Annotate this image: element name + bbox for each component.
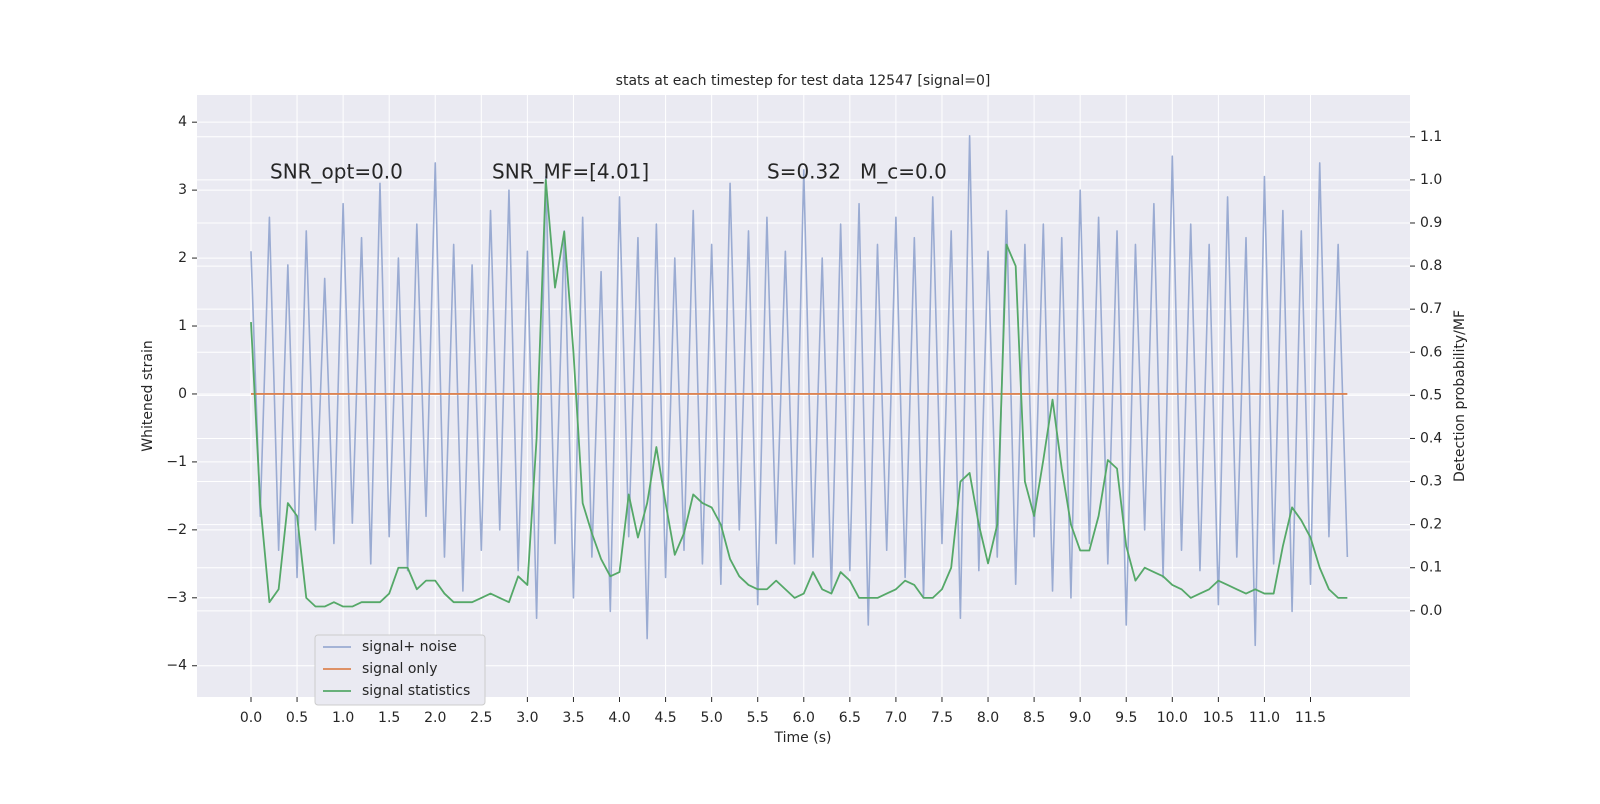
x-tick-label: 5.5: [747, 710, 769, 726]
y-tick-label: 3: [178, 182, 187, 198]
y-axis-label: Whitened strain: [140, 340, 156, 451]
x-tick-label: 11.0: [1249, 710, 1280, 726]
y-tick-label: −4: [166, 658, 187, 674]
y2-tick-label: 0.6: [1420, 344, 1442, 360]
x-tick-label: 6.5: [839, 710, 861, 726]
y2-tick-label: 1.0: [1420, 172, 1442, 188]
x-tick-label: 9.0: [1069, 710, 1091, 726]
x-tick-label: 5.0: [701, 710, 723, 726]
y-tick-label: −1: [166, 454, 187, 470]
y2-tick-label: 0.9: [1420, 215, 1442, 231]
x-axis-label: Time (s): [774, 730, 832, 746]
y-tick-label: −3: [166, 590, 187, 606]
y2-tick-label: 0.8: [1420, 258, 1442, 274]
x-tick-label: 6.0: [793, 710, 815, 726]
annotation: S=0.32: [767, 160, 841, 184]
annotation: SNR_MF=[4.01]: [492, 160, 649, 184]
series-line: [250, 134, 1349, 647]
series-line: [250, 178, 1348, 608]
y2-tick-label: 0.5: [1420, 387, 1442, 403]
x-tick-label: 2.0: [424, 710, 446, 726]
legend-box: [314, 634, 486, 706]
x-tick-label: 10.0: [1157, 710, 1188, 726]
y2-tick-label: 0.4: [1420, 430, 1442, 446]
legend-label: signal statistics: [362, 683, 470, 699]
y2-tick-label: 1.1: [1420, 129, 1442, 145]
y-tick-label: 1: [178, 318, 187, 334]
x-tick-label: 0.5: [286, 710, 308, 726]
x-tick-label: 3.5: [562, 710, 584, 726]
x-tick-label: 11.5: [1295, 710, 1326, 726]
y2-axis-label: Detection probability/MF: [1452, 310, 1468, 482]
annotation: M_c=0.0: [860, 160, 947, 184]
y2-tick-label: 0.1: [1420, 560, 1442, 576]
x-tick-label: 4.5: [654, 710, 676, 726]
x-tick-label: 8.0: [977, 710, 999, 726]
x-tick-label: 8.5: [1023, 710, 1045, 726]
x-tick-label: 4.0: [608, 710, 630, 726]
x-tick-label: 1.0: [332, 710, 354, 726]
y2-tick-label: 0.7: [1420, 301, 1442, 317]
x-tick-label: 7.0: [885, 710, 907, 726]
x-tick-label: 0.0: [240, 710, 262, 726]
y-tick-label: −2: [166, 522, 187, 538]
x-tick-label: 10.5: [1203, 710, 1234, 726]
x-tick-label: 1.5: [378, 710, 400, 726]
y-tick-label: 2: [178, 250, 187, 266]
x-tick-label: 2.5: [470, 710, 492, 726]
x-tick-label: 9.5: [1115, 710, 1137, 726]
y-tick-label: 4: [178, 114, 187, 130]
y2-tick-label: 0.3: [1420, 474, 1442, 490]
y-tick-label: 0: [178, 386, 187, 402]
annotation: SNR_opt=0.0: [270, 160, 403, 184]
chart-title: stats at each timestep for test data 125…: [616, 73, 991, 89]
y2-tick-label: 0.0: [1420, 603, 1442, 619]
y2-tick-label: 0.2: [1420, 517, 1442, 533]
legend-label: signal only: [362, 661, 437, 677]
x-tick-label: 7.5: [931, 710, 953, 726]
legend-label: signal+ noise: [362, 639, 457, 655]
x-tick-label: 3.0: [516, 710, 538, 726]
